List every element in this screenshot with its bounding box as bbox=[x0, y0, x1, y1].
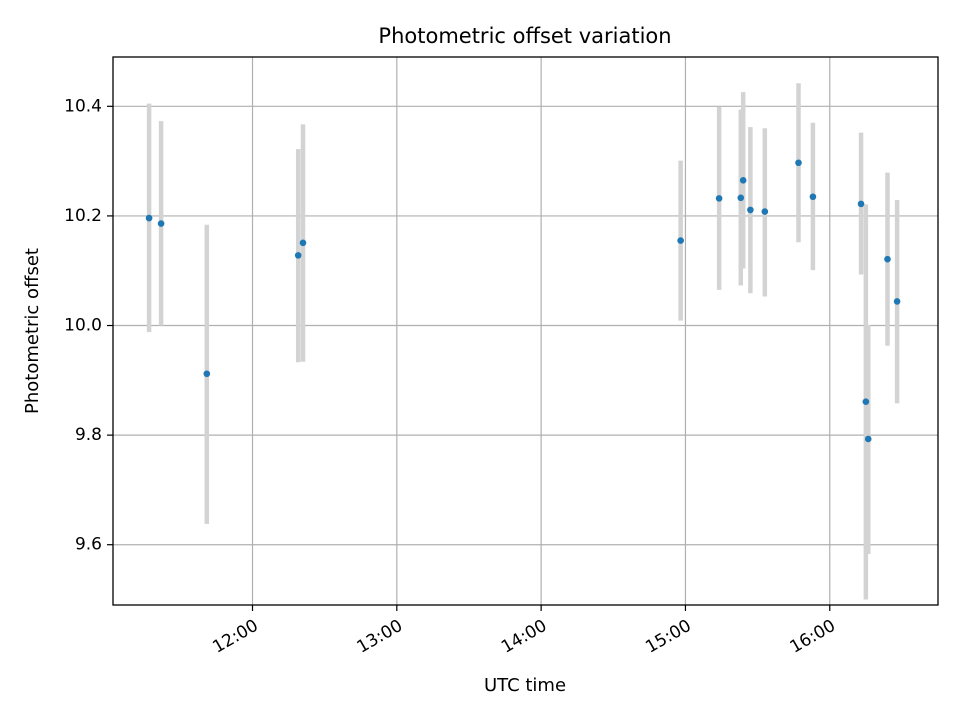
y-axis-label: Photometric offset bbox=[22, 248, 43, 414]
data-point bbox=[864, 435, 872, 443]
data-point bbox=[739, 177, 747, 184]
plot-frame bbox=[112, 56, 939, 606]
y-tick-label: 10.0 bbox=[64, 316, 102, 336]
y-tick-label: 9.8 bbox=[75, 425, 102, 445]
y-tick-label: 10.4 bbox=[64, 96, 102, 116]
chart-title: Photometric offset variation bbox=[378, 24, 671, 48]
x-axis-label: UTC time bbox=[484, 675, 566, 696]
data-point bbox=[747, 206, 754, 214]
data-point bbox=[893, 298, 901, 305]
data-point bbox=[737, 194, 745, 202]
y-axis-ticks: 9.6 9.8 10.0 10.2 10.4 bbox=[64, 96, 113, 555]
data-point bbox=[157, 220, 165, 227]
data-point bbox=[294, 252, 302, 259]
y-tick-label: 10.2 bbox=[64, 206, 102, 226]
y-tick-label: 9.6 bbox=[75, 535, 102, 555]
data-point bbox=[809, 193, 817, 201]
data-point bbox=[862, 398, 870, 405]
data-point bbox=[795, 159, 802, 167]
data-point bbox=[857, 200, 865, 208]
data-point bbox=[299, 239, 307, 247]
data-point bbox=[145, 214, 153, 222]
data-point bbox=[761, 208, 769, 215]
data-point bbox=[203, 370, 211, 378]
data-point bbox=[677, 237, 684, 244]
data-points bbox=[145, 159, 901, 443]
data-point bbox=[884, 255, 891, 263]
data-point bbox=[715, 195, 723, 202]
